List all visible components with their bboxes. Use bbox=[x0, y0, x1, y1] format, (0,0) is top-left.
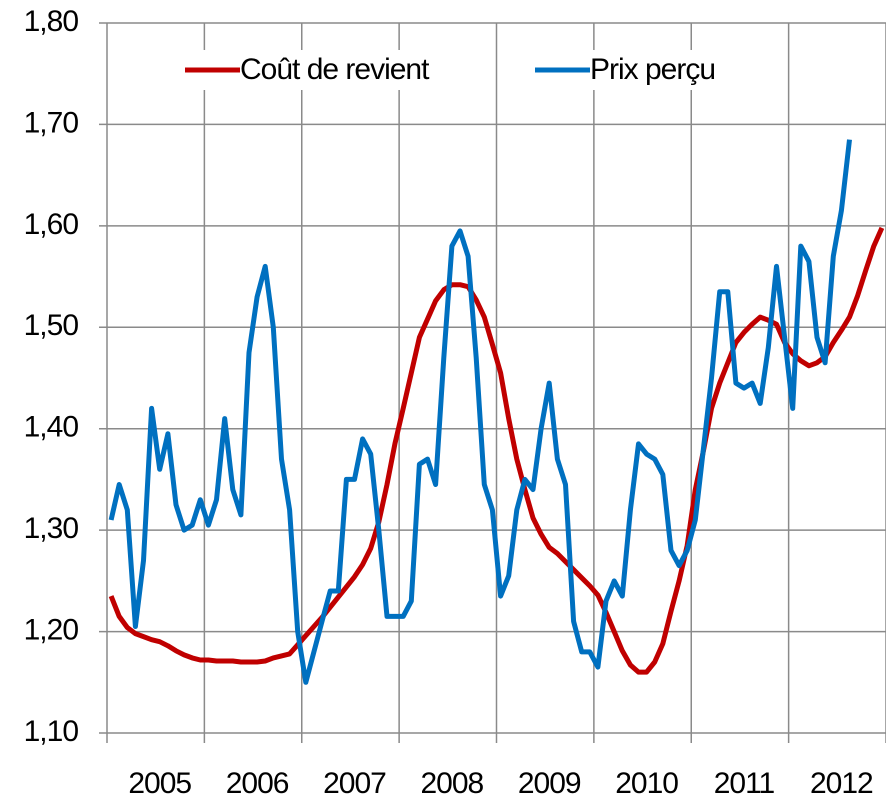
x-tick-label: 2008 bbox=[420, 767, 483, 800]
x-tick-label: 2011 bbox=[714, 767, 775, 800]
y-tick-label: 1,10 bbox=[24, 715, 79, 748]
y-tick-label: 1,30 bbox=[24, 512, 79, 545]
x-tick-label: 2006 bbox=[226, 767, 289, 800]
y-tick-label: 1,40 bbox=[24, 411, 79, 444]
series-line bbox=[108, 226, 885, 675]
legend-label: Coût de revient bbox=[240, 53, 430, 86]
x-tick-label: 2012 bbox=[810, 767, 873, 800]
y-tick-label: 1,60 bbox=[24, 208, 79, 241]
x-tick-label: 2009 bbox=[518, 767, 581, 800]
y-tick-label: 1,80 bbox=[24, 5, 79, 38]
y-tick-label: 1,20 bbox=[24, 613, 79, 646]
legend-label: Prix perçu bbox=[590, 53, 715, 86]
y-tick-label: 1,70 bbox=[24, 106, 79, 139]
x-tick-label: 2005 bbox=[128, 767, 191, 800]
series-line bbox=[108, 139, 852, 685]
x-tick-label: 2007 bbox=[323, 767, 386, 800]
x-tick-label: 2010 bbox=[615, 767, 678, 800]
y-tick-label: 1,50 bbox=[24, 309, 79, 342]
